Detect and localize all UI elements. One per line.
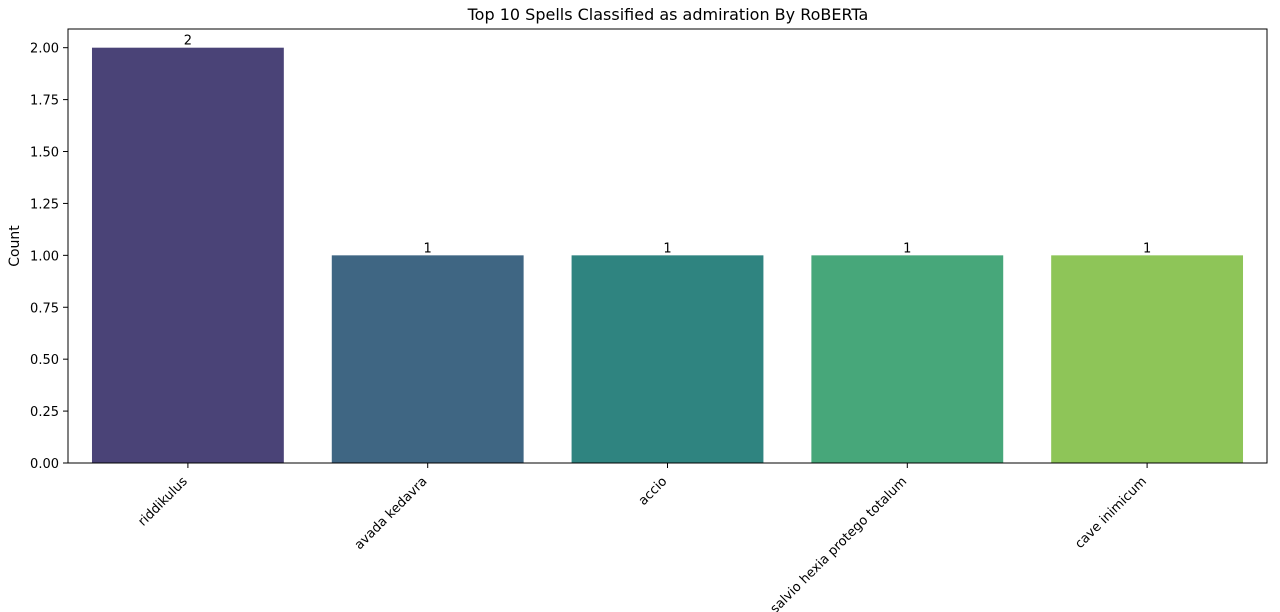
y-axis-label: Count xyxy=(7,225,23,267)
bar xyxy=(811,255,1004,463)
bar-value-label: 1 xyxy=(903,241,911,256)
x-tick-label: salvio hexia protego totalum xyxy=(768,474,910,612)
bars: 2 1 1 1 1 xyxy=(91,34,1244,463)
bar-value-label: 2 xyxy=(184,34,192,49)
y-tick-label: 0.25 xyxy=(30,405,59,420)
x-tick-label: avada kedavra xyxy=(352,474,431,553)
bar xyxy=(1051,255,1244,463)
y-axis-ticks: 0.00 0.25 0.50 0.75 1.00 1.25 1.50 1.75 2.00 xyxy=(30,42,68,472)
chart-title: Top 10 Spells Classified as admiration B… xyxy=(467,5,869,24)
x-tick-label: riddikulus xyxy=(136,474,191,529)
y-tick-label: 2.00 xyxy=(30,42,59,57)
bar-value-label: 1 xyxy=(663,241,671,256)
y-tick-label: 1.75 xyxy=(30,94,59,109)
x-tick-label: accio xyxy=(636,474,671,509)
x-tick-label: cave inimicum xyxy=(1072,474,1150,552)
y-tick-label: 0.50 xyxy=(30,353,59,368)
y-tick-label: 1.50 xyxy=(30,146,59,161)
y-tick-label: 1.25 xyxy=(30,197,59,212)
plot-frame xyxy=(67,28,1268,464)
bar xyxy=(331,255,524,463)
bar xyxy=(571,255,764,463)
y-tick-label: 0.75 xyxy=(30,301,59,316)
bar xyxy=(91,47,284,463)
bar-value-label: 1 xyxy=(1143,241,1151,256)
x-axis-ticks: riddikulus avada kedavra accio salvio hexia… xyxy=(136,463,1150,612)
y-tick-label: 1.00 xyxy=(30,249,59,264)
y-tick-label: 0.00 xyxy=(30,457,59,472)
bar-value-label: 1 xyxy=(424,241,432,256)
